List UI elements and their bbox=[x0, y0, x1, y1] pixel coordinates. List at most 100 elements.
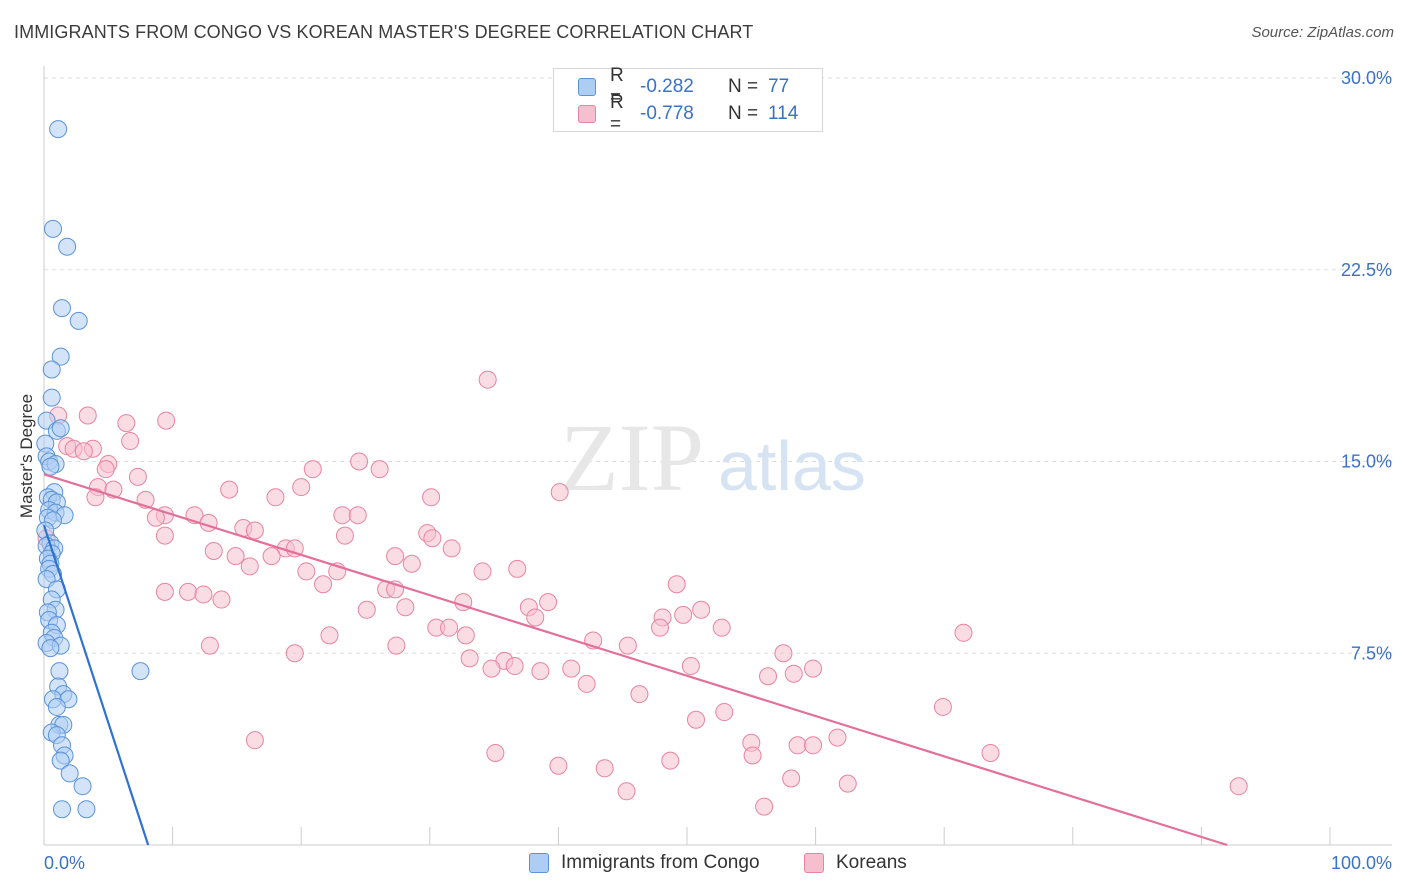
korean-point bbox=[121, 432, 140, 451]
congo-point bbox=[60, 764, 79, 783]
korean-point bbox=[240, 557, 259, 576]
korean-point bbox=[155, 526, 174, 545]
congo-point bbox=[53, 800, 72, 819]
korean-point bbox=[212, 590, 231, 609]
trendlines-layer bbox=[42, 473, 1228, 847]
koreans-trendline bbox=[43, 473, 1228, 847]
x-tick-label: 100.0% bbox=[1331, 853, 1392, 873]
korean-point bbox=[774, 644, 793, 663]
korean-point bbox=[204, 541, 223, 560]
korean-point bbox=[303, 460, 322, 479]
korean-point bbox=[743, 746, 762, 765]
korean-point bbox=[157, 411, 176, 430]
grid-layer bbox=[44, 77, 1392, 654]
korean-point bbox=[531, 662, 550, 681]
legend-label-congo: Immigrants from Congo bbox=[561, 852, 760, 873]
korean-point bbox=[128, 467, 147, 486]
korean-point bbox=[804, 659, 823, 678]
korean-point bbox=[788, 736, 807, 755]
korean-point bbox=[473, 562, 492, 581]
y-tick-label: 22.5% bbox=[1341, 260, 1392, 280]
korean-point bbox=[618, 636, 637, 655]
congo-point bbox=[131, 662, 150, 681]
korean-point bbox=[981, 743, 1000, 762]
congo-point bbox=[42, 360, 61, 379]
korean-point bbox=[755, 797, 774, 816]
congo-swatch bbox=[529, 853, 549, 873]
korean-point bbox=[442, 539, 461, 558]
korean-point bbox=[804, 736, 823, 755]
korean-point bbox=[486, 743, 505, 762]
congo-point bbox=[58, 237, 77, 256]
korean-point bbox=[292, 478, 311, 497]
congo-point bbox=[41, 457, 60, 476]
korean-point bbox=[667, 575, 686, 594]
korean-point bbox=[348, 506, 367, 525]
points-layer bbox=[36, 120, 1248, 819]
korean-point bbox=[478, 370, 497, 389]
y-tick-label: 7.5% bbox=[1351, 643, 1392, 663]
korean-point bbox=[692, 600, 711, 619]
r-value: -0.282 bbox=[640, 76, 694, 97]
legend-item-koreans[interactable]: Koreans bbox=[804, 852, 907, 874]
congo-point bbox=[53, 299, 72, 318]
korean-point bbox=[370, 460, 389, 479]
korean-point bbox=[78, 406, 97, 425]
korean-point bbox=[245, 521, 264, 540]
series-legend: Immigrants from Congo Koreans bbox=[0, 852, 1406, 878]
korean-point bbox=[387, 636, 406, 655]
korean-point bbox=[245, 731, 264, 750]
congo-point bbox=[51, 751, 70, 770]
korean-point bbox=[440, 618, 459, 637]
r-value: -0.778 bbox=[640, 103, 694, 124]
korean-point bbox=[681, 657, 700, 676]
korean-point bbox=[262, 547, 281, 566]
congo-point bbox=[69, 311, 88, 330]
n-value: 77 bbox=[768, 76, 790, 97]
korean-point bbox=[1229, 777, 1248, 796]
congo-point bbox=[42, 388, 61, 407]
korean-point bbox=[526, 608, 545, 627]
korean-point bbox=[954, 623, 973, 642]
korean-point bbox=[577, 674, 596, 693]
korean-point bbox=[456, 626, 475, 645]
legend-row-congo: R = -0.282 N = 77 bbox=[578, 65, 808, 108]
watermark-atlas: atlas bbox=[718, 427, 866, 505]
korean-point bbox=[285, 644, 304, 663]
korean-point bbox=[320, 626, 339, 645]
korean-point bbox=[357, 600, 376, 619]
korean-point bbox=[650, 618, 669, 637]
korean-point bbox=[828, 728, 847, 747]
legend-item-congo[interactable]: Immigrants from Congo bbox=[529, 852, 760, 874]
x-tick-label: 0.0% bbox=[44, 853, 85, 873]
korean-point bbox=[155, 582, 174, 601]
y-tick-label: 30.0% bbox=[1341, 68, 1392, 88]
korean-point bbox=[562, 659, 581, 678]
congo-point bbox=[77, 800, 96, 819]
chart-title: IMMIGRANTS FROM CONGO VS KOREAN MASTER'S… bbox=[14, 22, 754, 42]
korean-point bbox=[505, 657, 524, 676]
congo-point bbox=[49, 120, 68, 139]
korean-point bbox=[508, 559, 527, 578]
korean-point bbox=[266, 488, 285, 507]
koreans-swatch bbox=[578, 105, 596, 123]
congo-point bbox=[50, 662, 69, 681]
korean-point bbox=[549, 756, 568, 775]
korean-point bbox=[715, 703, 734, 722]
korean-point bbox=[784, 664, 803, 683]
y-axis-label: Master's Degree bbox=[17, 394, 36, 518]
korean-point bbox=[687, 710, 706, 729]
source-label: Source: ZipAtlas.com bbox=[1251, 24, 1394, 41]
korean-point bbox=[460, 649, 479, 668]
korean-point bbox=[617, 782, 636, 801]
korean-point bbox=[782, 769, 801, 788]
korean-point bbox=[335, 526, 354, 545]
stats-legend: R = -0.282 N = 77 R = -0.778 N = 114 bbox=[553, 65, 823, 135]
korean-point bbox=[422, 488, 441, 507]
n-label: N = bbox=[728, 76, 759, 97]
korean-point bbox=[595, 759, 614, 778]
korean-point bbox=[539, 593, 558, 612]
congo-trendline bbox=[42, 525, 150, 846]
korean-point bbox=[314, 575, 333, 594]
tick-labels-layer: 7.5% 15.0% 22.5% 30.0% 0.0% 100.0% bbox=[44, 68, 1392, 873]
